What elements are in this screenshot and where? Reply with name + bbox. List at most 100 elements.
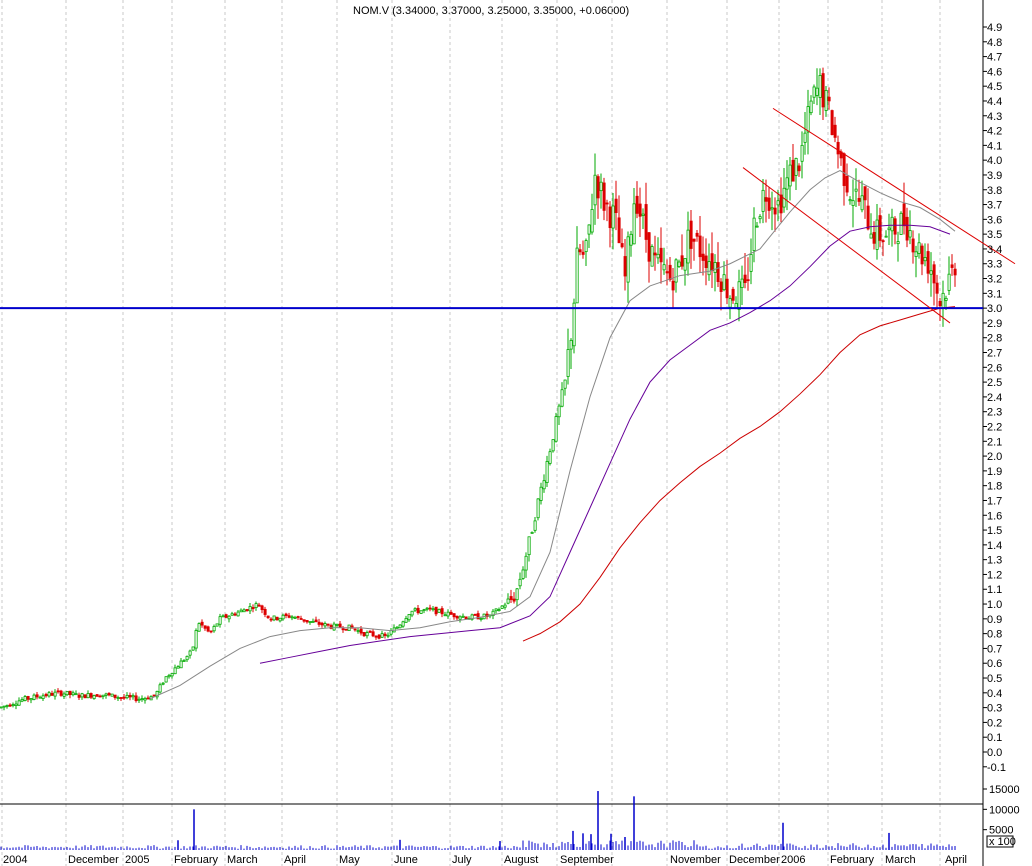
candle-body [170,673,174,677]
candle-body [722,274,726,291]
candle-body [734,303,738,309]
candle-body [638,203,642,217]
candle-body [110,693,114,697]
candle-body [809,100,813,114]
price-tick-label: 4.7 [987,52,1002,64]
candle-body [317,621,321,625]
candle-body [491,610,495,616]
candle-body [569,339,573,350]
candle-body [425,607,429,610]
candle-body [146,697,150,700]
candle-body [248,606,252,612]
candle-body [371,631,375,637]
candle-body [659,247,663,263]
candle-body [101,694,105,697]
price-tick-label: 4.4 [987,96,1002,108]
candle-body [269,618,273,621]
candle-body [437,609,441,613]
candle-body [500,605,504,609]
candle-body [902,203,906,227]
price-tick-label: 2.3 [987,407,1002,419]
candle-body [953,268,957,276]
candle-body [575,247,579,304]
candle-body [698,235,702,258]
candle-body [56,690,60,693]
candle-body [590,209,594,233]
candle-body [584,240,588,253]
candle-body [677,261,681,267]
candle-body [749,254,753,272]
candle-body [32,694,36,700]
candle-body [551,439,555,452]
time-axis-label: December [729,854,780,866]
candle-body [17,700,21,706]
candle-body [68,690,72,696]
candle-body [83,694,87,699]
candle-body [707,261,711,276]
candle-body [398,624,402,629]
candle-body [536,498,540,519]
price-tick-label: 0.4 [987,688,1002,700]
channel-lower-line [742,167,951,324]
time-axis-label: August [504,854,538,866]
candle-body [473,614,477,616]
candle-body [260,605,264,611]
candle-body [5,705,9,707]
candle-body [38,696,42,699]
candle-body [533,520,537,531]
candle-body [251,607,255,610]
candle-body [2,705,6,708]
price-tick-label: 4.5 [987,81,1002,93]
candle-body [263,608,267,615]
candle-body [422,609,426,612]
candle-body [542,480,546,490]
candle-body [755,225,759,228]
candle-body [800,144,804,162]
candle-body [563,379,567,389]
candles [0,67,957,711]
candle-body [860,195,864,211]
candle-body [872,232,876,244]
time-axis-label: April [284,854,306,866]
candle-body [359,628,363,634]
price-tick-label: 3.4 [987,244,1002,256]
candle-body [935,282,939,294]
candle-body [905,216,909,241]
candle-body [287,615,291,618]
price-tick-label: 1.7 [987,495,1002,507]
candle-body [365,632,369,637]
candle-body [116,697,120,699]
candle-body [770,207,774,210]
candle-body [605,202,609,205]
price-tick-label: 3.3 [987,259,1002,271]
moving-average-short [149,169,956,700]
candle-body [503,604,507,608]
channel-upper-line [772,107,1016,265]
candle-body [632,203,636,245]
candle-body [836,141,840,155]
candle-body [92,695,96,700]
time-axis-label: April [945,854,967,866]
candle-body [227,615,231,620]
candle-body [293,616,297,619]
candle-body [98,695,102,698]
moving-averages [149,169,956,700]
price-tick-label: 4.6 [987,66,1002,78]
price-tick-label: 3.5 [987,229,1002,241]
candle-body [341,628,345,631]
candle-body [305,620,309,623]
candle-body [11,704,15,706]
candle-body [635,195,639,214]
candle-body [686,229,690,264]
candle-body [524,555,528,571]
candle-body [815,87,819,96]
candle-body [920,245,924,265]
candle-body [272,615,276,621]
price-tick-label: 3.2 [987,274,1002,286]
candle-body [44,693,48,697]
candle-body [410,610,414,616]
price-tick-label: 2.6 [987,362,1002,374]
candle-body [644,204,648,240]
candle-body [626,236,630,283]
